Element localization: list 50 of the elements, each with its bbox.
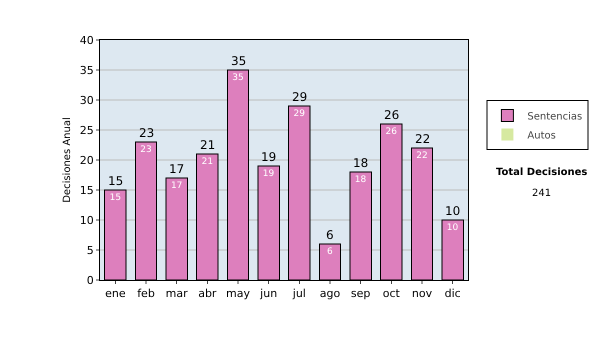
total-label: 17: [169, 162, 184, 176]
text: Total Decisiones: [496, 167, 588, 178]
y-tick-label: 10: [80, 214, 94, 227]
data-label: 26: [385, 127, 398, 137]
total-label: 35: [231, 54, 246, 68]
data-label: 15: [110, 193, 122, 203]
data-label: 23: [140, 145, 152, 155]
y-tick-label: 15: [80, 184, 94, 197]
y-axis-title: Decisiones Anual: [62, 117, 73, 203]
legend-label: Sentencias: [527, 111, 582, 122]
text: 241: [532, 188, 552, 199]
data-label: 6: [327, 247, 333, 257]
x-tick-label: oct: [382, 287, 401, 300]
y-tick-label: 30: [80, 94, 94, 107]
data-label: 19: [262, 169, 275, 179]
total-label: 21: [200, 138, 216, 152]
y-tick-label: 40: [80, 34, 94, 47]
total-label: 15: [108, 174, 124, 188]
total-label: 6: [326, 228, 334, 242]
data-label: 17: [170, 181, 182, 191]
data-label: 29: [293, 109, 306, 119]
x-tick-label: nov: [412, 287, 433, 300]
total-label: 10: [445, 204, 460, 218]
x-tick-label: ene: [105, 287, 126, 300]
y-tick-label: 35: [80, 64, 94, 77]
x-tick-label: may: [226, 287, 250, 300]
x-tick-label: jun: [259, 287, 278, 300]
total-label: 23: [139, 126, 154, 140]
x-tick-label: dic: [444, 287, 461, 300]
total-label: 26: [384, 108, 400, 122]
total-label: 29: [292, 90, 308, 104]
x-tick-label: mar: [166, 287, 188, 300]
x-tick-label: ago: [320, 287, 340, 300]
y-tick-label: 5: [86, 244, 94, 257]
data-label: 35: [232, 73, 244, 83]
x-tick-label: feb: [137, 287, 155, 300]
x-tick-label: abr: [198, 287, 217, 300]
y-tick-label: 0: [86, 274, 94, 287]
legend-label: Autos: [527, 130, 556, 142]
y-tick-label: 20: [80, 154, 94, 167]
data-label: 21: [202, 157, 214, 167]
total-label: 22: [415, 132, 430, 146]
total-label: 19: [261, 150, 276, 164]
data-label: 18: [354, 175, 367, 185]
total-label: 18: [353, 156, 368, 170]
data-label: 10: [446, 223, 459, 233]
data-label: 22: [416, 151, 428, 161]
x-tick-label: sep: [350, 287, 370, 300]
x-tick-label: jul: [292, 287, 306, 300]
y-tick-label: 25: [80, 124, 94, 137]
